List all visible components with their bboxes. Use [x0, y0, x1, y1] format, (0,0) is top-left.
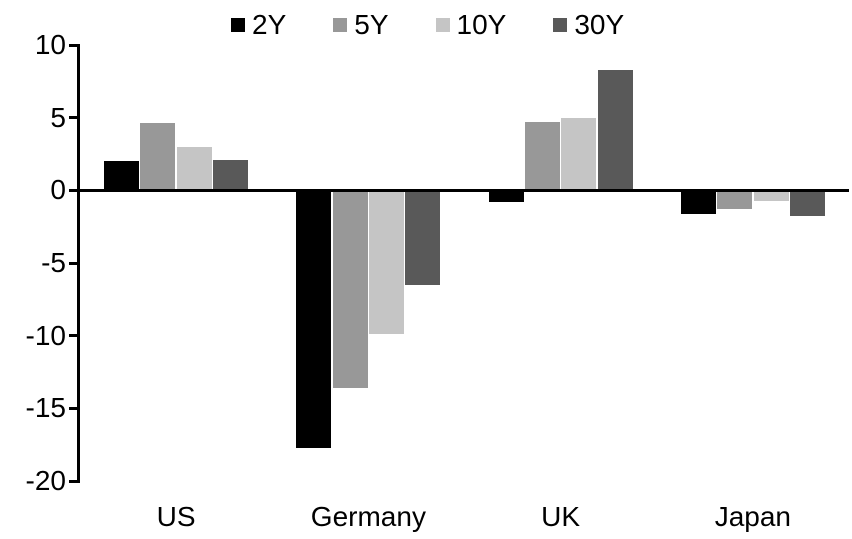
y-tick-label: 5	[50, 101, 66, 133]
x-category-label: US	[156, 501, 196, 532]
bar-japan-2y	[680, 190, 716, 214]
legend-item-30y: 30Y	[553, 11, 624, 39]
y-tick-mark	[69, 43, 78, 47]
bar-japan-5y	[717, 190, 753, 210]
legend-label: 30Y	[574, 9, 625, 40]
y-axis-line	[77, 43, 80, 483]
y-tick-label: 10	[34, 29, 66, 60]
y-tick-mark	[69, 188, 78, 192]
legend-swatch-10y-icon	[435, 18, 450, 32]
legend-item-10y: 10Y	[435, 9, 507, 40]
bar-us-30y	[213, 159, 249, 191]
bar-germany-2y	[296, 190, 332, 448]
x-category-label: Germany	[310, 501, 426, 532]
y-tick-mark	[69, 116, 78, 120]
y-tick-mark	[69, 261, 78, 265]
zero-axis-line	[77, 188, 849, 192]
legend-swatch-2y-icon	[231, 18, 245, 32]
y-tick-label: -15	[25, 392, 66, 424]
bar-us-2y	[104, 161, 140, 191]
bar-germany-30y	[405, 190, 441, 285]
x-category-label: UK	[541, 501, 581, 532]
y-tick-mark	[69, 479, 78, 483]
bar-germany-5y	[332, 190, 368, 388]
legend-swatch-5y-icon	[333, 18, 348, 32]
legend-item-5y: 5Y	[333, 9, 389, 40]
bar-uk-10y	[561, 117, 597, 191]
bar-germany-10y	[369, 190, 405, 335]
bar-uk-30y	[597, 69, 633, 191]
y-tick-label: 0	[50, 174, 66, 206]
bar-japan-30y	[789, 190, 825, 217]
bar-uk-2y	[488, 190, 524, 202]
y-tick-mark	[69, 406, 78, 410]
bar-us-5y	[140, 123, 176, 191]
chart-legend: 2Y 5Y 10Y 30Y	[231, 6, 624, 44]
y-tick-label: -10	[25, 319, 66, 351]
bar-japan-10y	[753, 190, 789, 201]
legend-item-2y: 2Y	[231, 11, 286, 39]
legend-label: 2Y	[252, 9, 287, 40]
legend-label: 5Y	[354, 9, 389, 40]
legend-label: 10Y	[456, 9, 507, 40]
legend-swatch-30y-icon	[553, 18, 568, 32]
y-tick-label: -5	[41, 247, 66, 278]
x-category-label: Japan	[714, 501, 792, 532]
bar-us-10y	[176, 146, 212, 191]
y-tick-label: -20	[25, 465, 66, 496]
bar-uk-5y	[524, 122, 560, 191]
y-tick-mark	[69, 334, 78, 338]
